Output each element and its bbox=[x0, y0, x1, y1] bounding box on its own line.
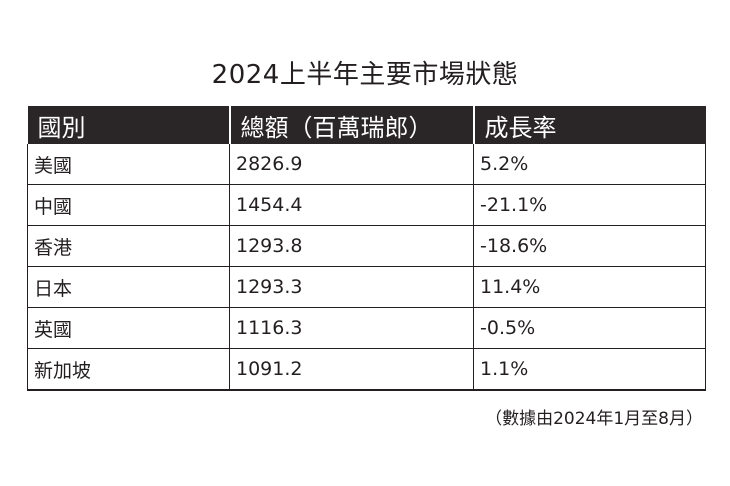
growth-cell: -21.1% bbox=[473, 184, 706, 226]
total-cell: 1293.8 bbox=[229, 225, 474, 267]
country-cell: 中國 bbox=[27, 184, 230, 226]
table-row: 日本 1293.3 11.4% bbox=[27, 266, 706, 308]
header-row: 國別 總額（百萬瑞郎） 成長率 bbox=[27, 106, 706, 144]
country-cell: 英國 bbox=[27, 307, 230, 349]
total-cell: 1091.2 bbox=[229, 348, 474, 391]
market-table: 國別 總額（百萬瑞郎） 成長率 美國 2826.9 5.2% 中國 1454.4… bbox=[27, 106, 706, 391]
total-cell: 1293.3 bbox=[229, 266, 474, 308]
country-cell: 新加坡 bbox=[27, 348, 230, 391]
growth-cell: -18.6% bbox=[473, 225, 706, 267]
country-cell: 美國 bbox=[27, 144, 230, 185]
column-header-total: 總額（百萬瑞郎） bbox=[229, 106, 475, 144]
total-cell: 2826.9 bbox=[229, 144, 474, 185]
growth-cell: -0.5% bbox=[473, 307, 706, 349]
table-row: 英國 1116.3 -0.5% bbox=[27, 307, 706, 349]
column-header-growth: 成長率 bbox=[473, 106, 706, 144]
column-header-country: 國別 bbox=[27, 106, 231, 144]
table-row: 新加坡 1091.2 1.1% bbox=[27, 348, 706, 391]
growth-cell: 11.4% bbox=[473, 266, 706, 308]
total-cell: 1454.4 bbox=[229, 184, 474, 226]
table-row: 香港 1293.8 -18.6% bbox=[27, 225, 706, 267]
growth-cell: 5.2% bbox=[473, 144, 706, 185]
table-row: 美國 2826.9 5.2% bbox=[27, 144, 706, 185]
country-cell: 香港 bbox=[27, 225, 230, 267]
growth-cell: 1.1% bbox=[473, 348, 706, 391]
table-row: 中國 1454.4 -21.1% bbox=[27, 184, 706, 226]
table-title: 2024上半年主要市場狀態 bbox=[211, 60, 519, 90]
total-cell: 1116.3 bbox=[229, 307, 474, 349]
country-cell: 日本 bbox=[27, 266, 230, 308]
source-note: （數據由2024年1月至8月） bbox=[485, 409, 703, 429]
